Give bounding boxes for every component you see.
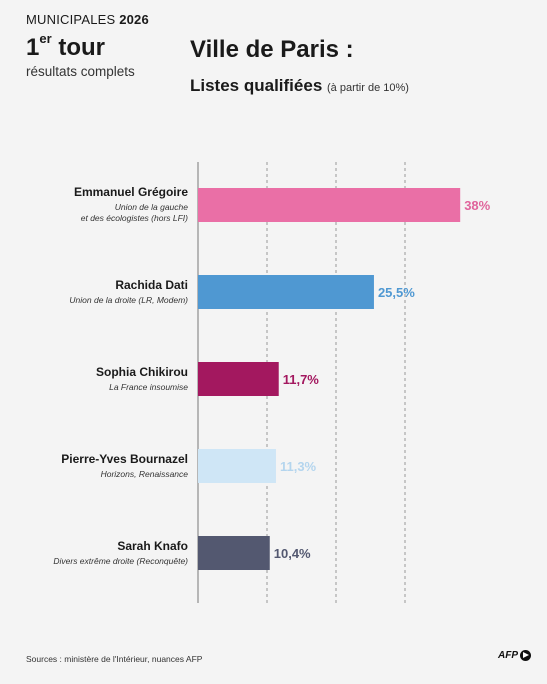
kicker-label: MUNICIPALES bbox=[26, 12, 116, 27]
afp-logo-icon bbox=[520, 650, 531, 661]
candidate-name: Pierre-Yves Bournazel bbox=[61, 452, 188, 466]
bar-value-label: 38% bbox=[464, 198, 490, 213]
bar-value-label: 11,7% bbox=[283, 372, 320, 387]
candidate-name: Rachida Dati bbox=[115, 278, 188, 292]
city-title: Ville de Paris : bbox=[190, 36, 354, 63]
candidate-name: Sarah Knafo bbox=[117, 539, 188, 553]
bar bbox=[198, 188, 461, 222]
bar bbox=[198, 275, 374, 309]
source-note: Sources : ministère de l'Intérieur, nuan… bbox=[26, 654, 203, 664]
results-subtitle: résultats complets bbox=[26, 64, 135, 79]
candidate-list-label: La France insoumise bbox=[109, 382, 188, 392]
election-kicker: MUNICIPALES 2026 bbox=[26, 12, 149, 27]
section-title: Listes qualifiées (à partir de 10%) bbox=[190, 76, 409, 96]
afp-logo-text: AFP bbox=[498, 650, 518, 661]
candidate-name: Sophia Chikirou bbox=[96, 365, 188, 379]
candidate-name: Emmanuel Grégoire bbox=[74, 185, 188, 199]
kicker-year: 2026 bbox=[119, 12, 149, 27]
candidate-list-label: Horizons, Renaissance bbox=[101, 469, 189, 479]
bar bbox=[198, 536, 270, 570]
round-title: 1er tour bbox=[26, 31, 105, 62]
round-ordinal: er bbox=[39, 31, 52, 46]
bar-value-label: 11,3% bbox=[280, 459, 317, 474]
bar-value-label: 25,5% bbox=[378, 285, 415, 300]
candidate-list-label: et des écologistes (hors LFI) bbox=[81, 213, 188, 223]
candidate-list-label: Union de la gauche bbox=[115, 202, 189, 212]
results-bar-chart: 38% Emmanuel Grégoire Union de la gaucheet… bbox=[53, 162, 491, 603]
threshold-note: (à partir de 10%) bbox=[327, 82, 409, 94]
bar bbox=[198, 449, 276, 483]
candidate-list-label: Divers extrême droite (Reconquête) bbox=[53, 556, 188, 566]
section-label: Listes qualifiées bbox=[190, 76, 323, 95]
round-word: tour bbox=[58, 34, 105, 61]
candidate-list-label: Union de la droite (LR, Modem) bbox=[69, 295, 188, 305]
bar-value-label: 10,4% bbox=[274, 546, 311, 561]
round-number: 1 bbox=[26, 34, 40, 61]
bar bbox=[198, 362, 279, 396]
afp-logo: AFP bbox=[498, 650, 531, 661]
